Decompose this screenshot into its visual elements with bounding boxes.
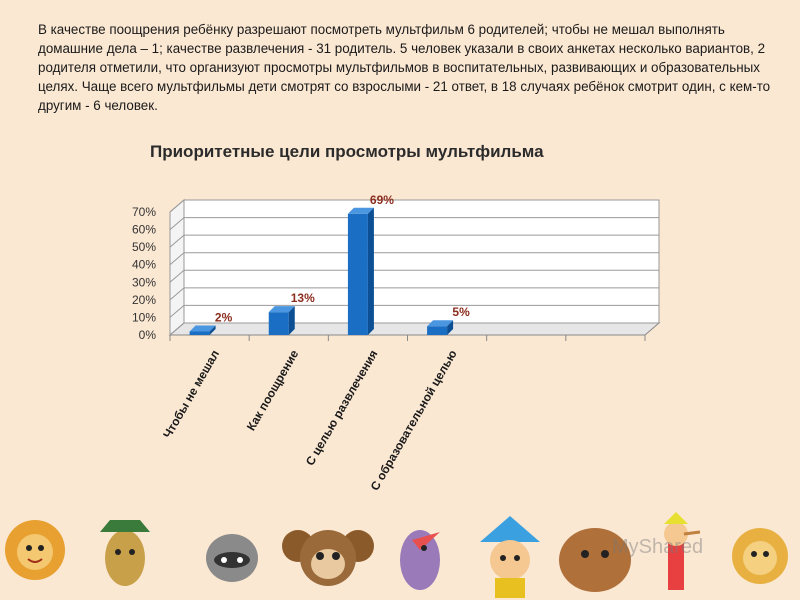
bar-side [367, 207, 374, 335]
y-tick-label: 70% [132, 205, 156, 219]
y-tick-label: 40% [132, 258, 156, 272]
neznaika-character-icon [480, 516, 540, 598]
gridline [169, 304, 659, 318]
chart-floor [168, 322, 661, 336]
bar-top [427, 320, 454, 327]
chart-title: Приоритетные цели просмотры мультфильма [150, 142, 544, 161]
data-label: 2% [215, 310, 233, 324]
y-tick-label: 20% [132, 293, 156, 307]
cat-in-boots-character-icon [100, 520, 150, 586]
lion-cub-character-icon [732, 528, 788, 584]
watermark-text: MyShared [612, 536, 704, 558]
x-category-label: Чтобы не мешал [160, 348, 222, 441]
cheburashka-character-icon [282, 530, 374, 586]
bar-side [209, 325, 216, 335]
bar [189, 331, 210, 335]
bar [347, 213, 368, 335]
bar-top [268, 306, 295, 313]
bar-top [189, 325, 216, 332]
bar-chart: 0% 10% 20% 30% 40% 50% 60% 70% 2% Чтобы не мешал 1… [132, 193, 661, 493]
bar-side [288, 306, 295, 335]
chart-back-wall [183, 199, 660, 324]
chart-side-wall [169, 198, 185, 337]
cartoon-characters-footer [5, 512, 788, 598]
data-label: 5% [452, 305, 470, 319]
lion-character-icon [5, 520, 65, 580]
gridline [169, 234, 659, 248]
bar-top [347, 207, 374, 214]
bar-side [447, 320, 454, 335]
y-tick-label: 60% [132, 223, 156, 237]
y-tick-label: 30% [132, 275, 156, 289]
y-tick-label: 50% [132, 240, 156, 254]
mammoth-character-icon [559, 528, 631, 592]
x-category-label: С целью развлечения [303, 348, 381, 469]
x-category-label: С образовательной целью [368, 348, 460, 493]
y-tick-label: 10% [132, 310, 156, 324]
bar [268, 312, 289, 335]
bar [427, 326, 448, 335]
data-label: 69% [370, 193, 394, 207]
x-category-label: Как поощрение [244, 347, 302, 433]
gridline [169, 199, 659, 213]
gridline [169, 217, 659, 230]
intro-paragraph: В качестве поощрения ребёнку разрешают п… [38, 22, 771, 113]
gridline [169, 269, 659, 283]
parrot-character-icon [400, 530, 440, 590]
gridline [169, 252, 659, 266]
raccoon-character-icon [206, 534, 258, 582]
buratino-character-icon [664, 512, 701, 590]
gridline [169, 287, 659, 301]
data-label: 13% [291, 291, 315, 305]
y-tick-label: 0% [139, 328, 157, 342]
gridline [169, 322, 659, 336]
